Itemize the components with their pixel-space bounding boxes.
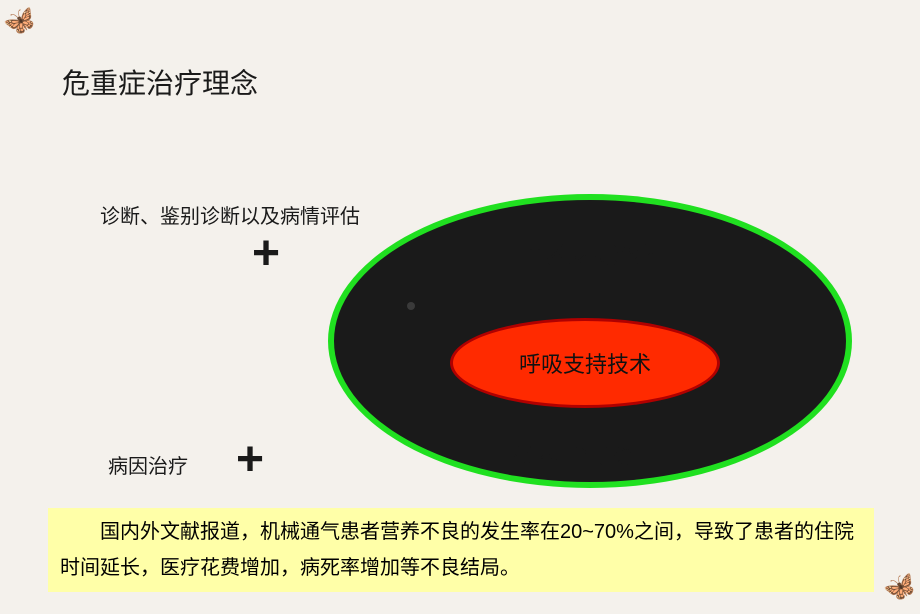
label-respiratory-support: 呼吸支持技术 [453, 347, 717, 379]
center-dot-icon [407, 302, 415, 310]
label-circulation-kidney: 循环、肾脏等...... [334, 440, 846, 469]
label-cause-treatment: 病因治疗 [108, 450, 188, 479]
inner-ellipse: 呼吸支持技术 [450, 318, 720, 408]
footnote-box: 国内外文献报道，机械通气患者营养不良的发生率在20~70%之间，导致了患者的住院… [48, 508, 874, 592]
plus-icon-bottom: + [236, 436, 264, 484]
plus-icon-top: + [252, 230, 280, 278]
label-nutrition-support: 营养支持治疗 [334, 238, 846, 270]
butterfly-icon-bottom-right: 🦋 [880, 567, 920, 607]
slide: 🦋 危重症治疗理念 诊断、鉴别诊断以及病情评估 + 病因治疗 + 营养支持治疗 … [0, 0, 920, 614]
page-title: 危重症治疗理念 [62, 62, 258, 102]
label-diagnosis: 诊断、鉴别诊断以及病情评估 [100, 200, 360, 229]
butterfly-icon-top-left: 🦋 [0, 1, 41, 41]
